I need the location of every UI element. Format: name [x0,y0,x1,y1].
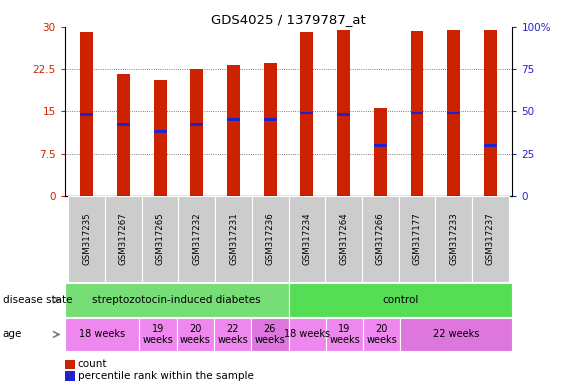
Bar [81,32,93,196]
Text: 19
weeks: 19 weeks [142,324,173,345]
Bar [251,318,288,351]
Text: GSM317232: GSM317232 [193,213,202,265]
Bar [435,196,472,282]
Bar [484,144,497,147]
Text: streptozotocin-induced diabetes: streptozotocin-induced diabetes [92,295,261,305]
Text: control: control [382,295,419,305]
Bar [484,30,497,196]
Text: GSM317177: GSM317177 [413,213,422,265]
Bar [400,318,512,351]
Bar [190,124,203,126]
Text: 18 weeks: 18 weeks [79,329,125,339]
Bar [325,196,362,282]
Text: GSM317231: GSM317231 [229,213,238,265]
Bar [337,113,350,116]
Bar [117,74,130,196]
Bar [190,69,203,196]
Bar [289,318,326,351]
Bar [227,118,240,121]
Text: count: count [78,359,107,369]
Text: 20
weeks: 20 weeks [367,324,397,345]
Bar [374,144,387,147]
Bar [289,196,325,282]
Bar [142,196,178,282]
Bar [363,318,400,351]
Text: 18 weeks: 18 weeks [284,329,330,339]
Bar [447,30,460,196]
Bar [65,318,140,351]
Bar [374,108,387,196]
Text: GSM317265: GSM317265 [155,213,164,265]
Bar [65,283,289,317]
Text: 22 weeks: 22 weeks [433,329,480,339]
Text: GSM317264: GSM317264 [339,213,348,265]
Bar [362,196,399,282]
Text: GSM317267: GSM317267 [119,213,128,265]
Text: GSM317236: GSM317236 [266,213,275,265]
Text: 19
weeks: 19 weeks [329,324,360,345]
Text: percentile rank within the sample: percentile rank within the sample [78,371,253,381]
Bar [326,318,363,351]
Text: 20
weeks: 20 weeks [180,324,211,345]
Text: 26
weeks: 26 weeks [254,324,285,345]
Bar [140,318,177,351]
Text: GSM317233: GSM317233 [449,213,458,265]
Bar [410,31,423,196]
Title: GDS4025 / 1379787_at: GDS4025 / 1379787_at [211,13,366,26]
Text: GSM317237: GSM317237 [486,213,495,265]
Bar [252,196,289,282]
Bar [178,196,215,282]
Text: age: age [3,329,22,339]
Bar [301,112,313,114]
Text: GSM317235: GSM317235 [82,213,91,265]
Bar [301,32,313,196]
Text: 22
weeks: 22 weeks [217,324,248,345]
Bar [154,130,167,133]
Text: GSM317266: GSM317266 [376,213,385,265]
Bar [69,196,105,282]
Bar [399,196,435,282]
Bar [215,196,252,282]
Text: disease state: disease state [3,295,72,305]
Bar [472,196,508,282]
Bar [154,80,167,196]
Bar [117,124,130,126]
Bar [289,283,512,317]
Bar [81,113,93,116]
Bar [447,112,460,114]
Bar [214,318,251,351]
Bar [264,118,276,121]
Bar [264,63,276,196]
Bar [105,196,142,282]
Bar [177,318,214,351]
Bar [410,112,423,114]
Bar [337,30,350,196]
Bar [227,65,240,196]
Text: GSM317234: GSM317234 [302,213,311,265]
